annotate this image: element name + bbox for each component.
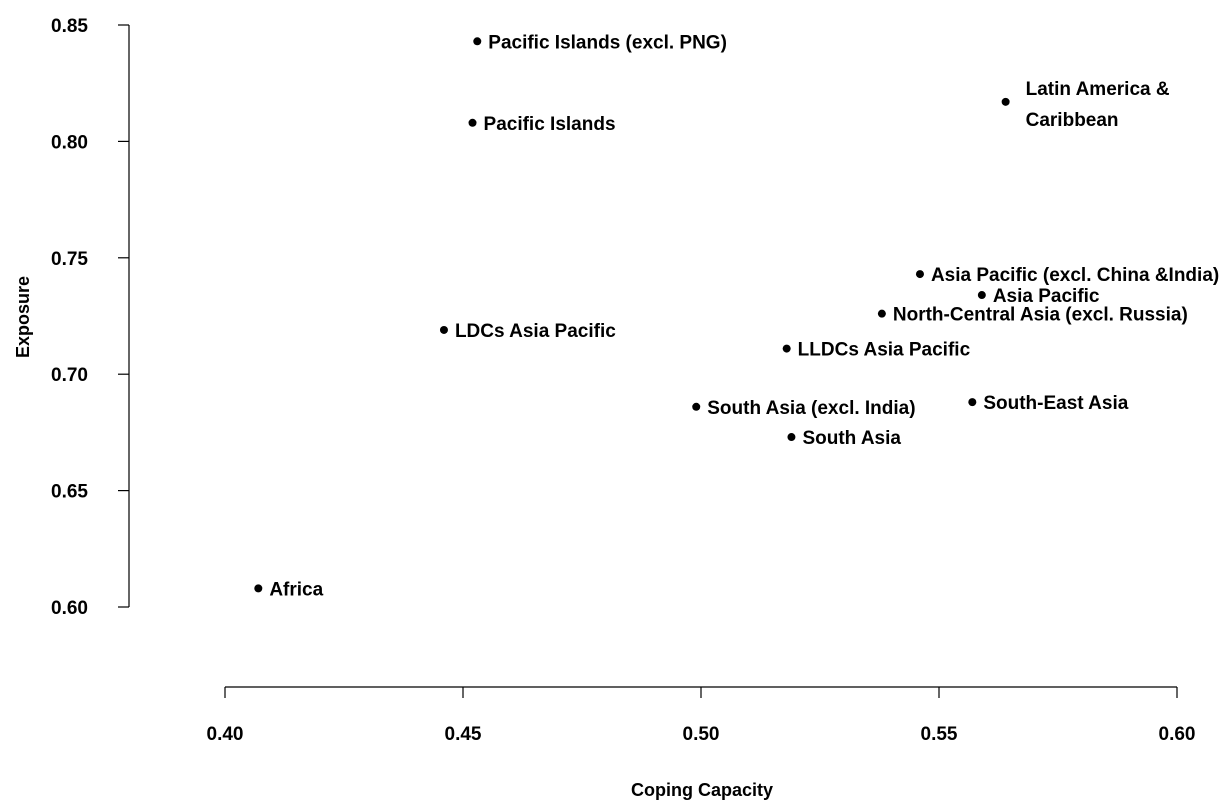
- data-point: [782, 344, 791, 353]
- data-point: [1001, 97, 1010, 106]
- data-point: [915, 270, 924, 279]
- x-tick-label: 0.60: [1159, 724, 1196, 745]
- x-axis-title: Coping Capacity: [631, 780, 773, 800]
- data-point: [254, 584, 263, 593]
- point-label: South Asia: [802, 428, 901, 449]
- point-label: LLDCs Asia Pacific: [798, 340, 971, 361]
- x-tick-label: 0.55: [921, 724, 958, 745]
- point-label: North-Central Asia (excl. Russia): [893, 305, 1188, 326]
- y-axis-title: Exposure: [13, 276, 33, 358]
- point-label: Asia Pacific: [993, 286, 1100, 307]
- point-label: Africa: [269, 579, 323, 600]
- point-label: Pacific Islands: [484, 114, 616, 135]
- data-point: [977, 291, 986, 300]
- point-label: Latin America & Caribbean: [1026, 79, 1170, 131]
- data-point: [473, 37, 482, 46]
- data-point: [439, 325, 448, 334]
- point-label: South-East Asia: [983, 393, 1128, 414]
- data-point: [468, 118, 477, 127]
- y-tick-label: 0.80: [51, 132, 88, 153]
- y-tick-label: 0.65: [51, 482, 88, 503]
- x-tick-label: 0.40: [207, 724, 244, 745]
- y-tick-label: 0.70: [51, 365, 88, 386]
- data-point: [968, 398, 977, 407]
- point-label: Asia Pacific (excl. China &India): [931, 265, 1219, 286]
- y-tick-label: 0.60: [51, 598, 88, 619]
- x-axis: 0.40 0.45 0.50 0.55 0.60: [207, 686, 1196, 745]
- data-point: [877, 309, 886, 318]
- point-label: LDCs Asia Pacific: [455, 321, 616, 342]
- point-label: South Asia (excl. India): [707, 398, 915, 419]
- data-point: [692, 402, 701, 411]
- x-tick-label: 0.50: [683, 724, 720, 745]
- point-label: Pacific Islands (excl. PNG): [488, 32, 727, 53]
- y-axis: 0.60 0.65 0.70 0.75 0.80 0.85: [51, 16, 130, 619]
- y-tick-label: 0.85: [51, 16, 88, 37]
- data-point: [787, 433, 796, 442]
- y-tick-label: 0.75: [51, 249, 88, 270]
- data-points: Pacific Islands (excl. PNG) Pacific Islan…: [254, 32, 1219, 600]
- x-tick-label: 0.45: [445, 724, 482, 745]
